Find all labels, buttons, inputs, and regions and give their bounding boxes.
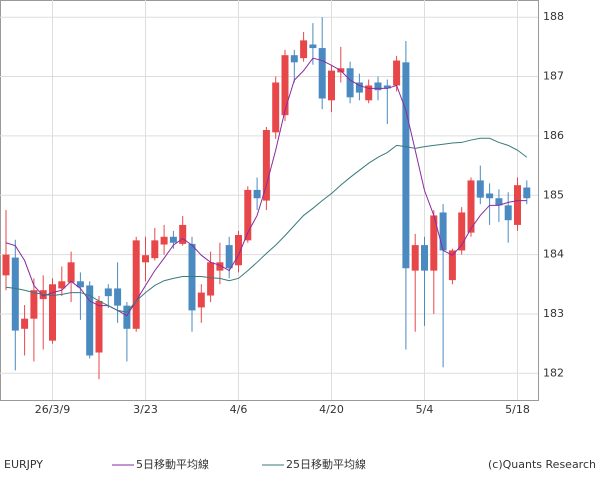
candle-body bbox=[486, 193, 494, 199]
candle-body bbox=[374, 82, 382, 91]
candle-body bbox=[355, 82, 363, 93]
candle-body bbox=[179, 224, 187, 244]
candle-body bbox=[300, 40, 308, 59]
candle-body bbox=[95, 300, 103, 353]
candle-body bbox=[439, 212, 447, 251]
candle-body bbox=[216, 262, 224, 271]
candle-body bbox=[169, 236, 177, 243]
candle-body bbox=[132, 240, 140, 329]
candle-body bbox=[67, 262, 75, 283]
candle-body bbox=[328, 70, 335, 101]
candle-body bbox=[430, 215, 438, 271]
candle-body bbox=[411, 245, 419, 271]
candle-body bbox=[225, 245, 233, 269]
copyright: (c)Quants Research bbox=[488, 458, 596, 471]
candle-body bbox=[188, 243, 196, 311]
candle-body bbox=[523, 187, 531, 199]
symbol: EURJPY bbox=[4, 458, 43, 471]
candle-body bbox=[272, 82, 280, 133]
x-tick-label: 26/3/9 bbox=[35, 403, 70, 416]
y-tick-label: 187 bbox=[543, 70, 564, 83]
candle-body bbox=[393, 60, 401, 86]
candle-body bbox=[11, 257, 19, 331]
candle-body bbox=[160, 236, 168, 245]
moving-average-line bbox=[5, 57, 527, 317]
candle-body bbox=[309, 44, 317, 49]
candle-body bbox=[123, 305, 131, 329]
candle-body bbox=[58, 281, 66, 289]
candle-body bbox=[458, 212, 466, 251]
candle-body bbox=[365, 85, 373, 101]
y-tick-label: 182 bbox=[543, 366, 564, 379]
legend-label: 25日移動平均線 bbox=[286, 457, 366, 471]
moving-average-line bbox=[5, 137, 528, 313]
candle-body bbox=[467, 180, 475, 233]
x-tick-label: 4/6 bbox=[230, 403, 248, 416]
candle-body bbox=[421, 245, 428, 271]
candle-body bbox=[383, 85, 391, 89]
candle-body bbox=[402, 62, 410, 269]
candle-body bbox=[495, 198, 503, 206]
candle-body bbox=[244, 189, 252, 241]
candle-body bbox=[262, 129, 270, 201]
marks bbox=[2, 17, 531, 380]
candle-body bbox=[76, 281, 84, 288]
y-tick-label: 184 bbox=[543, 248, 564, 261]
candle-body bbox=[86, 285, 94, 356]
y-tick-label: 183 bbox=[543, 307, 564, 320]
candle-body bbox=[448, 250, 456, 281]
candle-body bbox=[514, 185, 521, 225]
candle-body bbox=[30, 290, 38, 319]
candle-body bbox=[21, 318, 29, 329]
x-tick-label: 4/20 bbox=[319, 403, 344, 416]
candle-body bbox=[49, 284, 56, 341]
candle-body bbox=[151, 240, 159, 259]
legend-label: 5日移動平均線 bbox=[136, 457, 209, 471]
candle-body bbox=[114, 288, 122, 306]
x-tick-label: 5/4 bbox=[416, 403, 434, 416]
y-tick-label: 185 bbox=[543, 188, 564, 201]
candle-body bbox=[142, 255, 149, 263]
candle-body bbox=[504, 205, 512, 221]
x-tick-label: 3/23 bbox=[133, 403, 158, 416]
x-tick-label: 5/18 bbox=[505, 403, 530, 416]
candle-body bbox=[197, 292, 205, 308]
candle-body bbox=[346, 68, 354, 98]
candle-body bbox=[290, 55, 298, 63]
candle-body bbox=[281, 55, 289, 116]
y-tick-label: 186 bbox=[543, 129, 564, 142]
candle-body bbox=[2, 254, 10, 276]
candle-body bbox=[318, 48, 326, 99]
candle-body bbox=[207, 262, 215, 296]
candle-body bbox=[235, 235, 242, 266]
candle-body bbox=[253, 189, 261, 199]
candle-body bbox=[476, 180, 484, 198]
y-tick-label: 188 bbox=[543, 10, 564, 23]
candle-body bbox=[104, 288, 112, 297]
